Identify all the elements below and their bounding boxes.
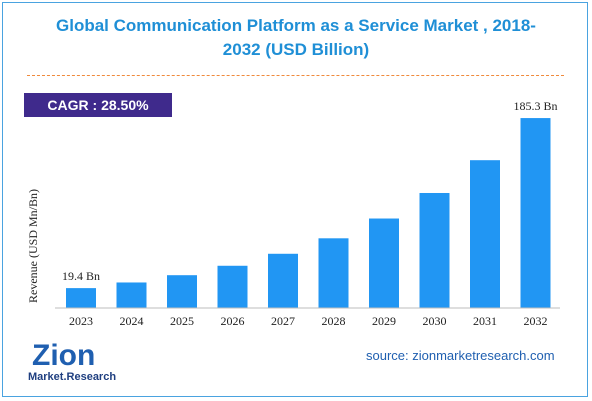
chart-frame: [2, 2, 588, 397]
title-divider: [27, 75, 564, 76]
bar-2023: [66, 288, 96, 308]
x-tick-2027: 2027: [271, 314, 295, 328]
logo-subtitle: Market.Research: [28, 371, 117, 383]
data-label-2032: 185.3 Bn: [513, 99, 557, 113]
x-tick-2029: 2029: [372, 314, 396, 328]
chart-title-line-2: 2032 (USD Billion): [222, 40, 370, 59]
x-tick-2026: 2026: [221, 314, 245, 328]
bar-2027: [268, 253, 298, 308]
data-label-2023: 19.4 Bn: [62, 269, 100, 283]
cagr-badge: CAGR : 28.50%: [24, 93, 172, 117]
bar-2030: [419, 192, 450, 308]
bar-2031: [470, 160, 500, 308]
x-tick-2028: 2028: [322, 314, 346, 328]
chart-title-line-1: Global Communication Platform as a Servi…: [56, 16, 536, 35]
bars-group: [66, 118, 551, 308]
bar-2025: [167, 275, 197, 308]
bar-2029: [369, 218, 399, 308]
x-tick-2032: 2032: [524, 314, 548, 328]
data-labels: 19.4 Bn 185.3 Bn: [62, 99, 558, 283]
zion-logo: Zion Market.Research: [24, 340, 134, 388]
bar-2032: [520, 118, 551, 308]
bar-2028: [318, 238, 349, 308]
x-tick-2030: 2030: [423, 314, 447, 328]
chart-title: Global Communication Platform as a Servi…: [0, 14, 592, 62]
bar-2024: [116, 282, 147, 308]
bar-2026: [217, 265, 248, 308]
x-tick-2031: 2031: [473, 314, 497, 328]
logo-wordmark: Zion: [32, 339, 96, 372]
y-axis-label: Revenue (USD Mn/Bn): [26, 189, 40, 303]
source-note: source: zionmarketresearch.com: [366, 348, 555, 363]
x-tick-2023: 2023: [69, 314, 93, 328]
x-tick-2025: 2025: [170, 314, 194, 328]
x-tick-labels: 2023 2024 2025 2026 2027 2028 2029 2030 2031 2032: [69, 314, 548, 328]
x-tick-2024: 2024: [120, 314, 144, 328]
